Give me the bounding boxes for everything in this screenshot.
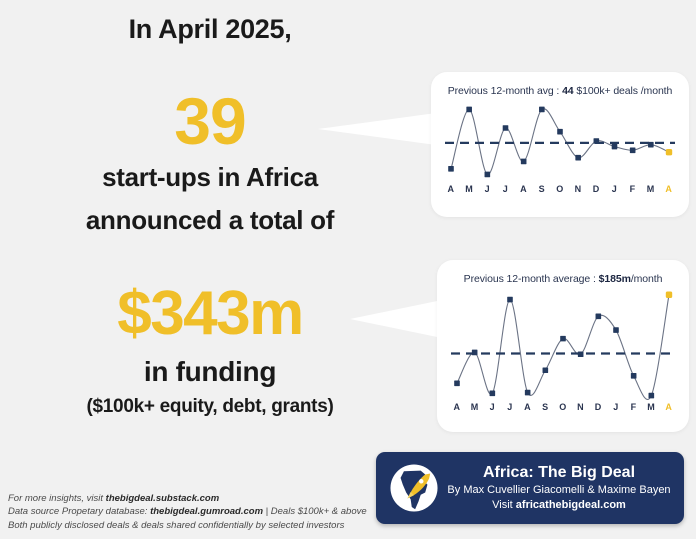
monthly-funding-tick-label: M xyxy=(647,402,656,412)
monthly-funding-point xyxy=(471,349,478,356)
monthly-deals-tick-label: M xyxy=(646,184,655,194)
monthly-funding-tick-label: S xyxy=(542,402,549,412)
monthly-funding-tick-label: A xyxy=(665,402,673,412)
monthly-deals-tick-label: O xyxy=(556,184,564,194)
monthly-funding-tick-label: O xyxy=(559,402,567,412)
monthly-deals-tick-label: A xyxy=(520,184,528,194)
deals-bubble-tail xyxy=(318,113,436,145)
monthly-deals-point xyxy=(629,147,636,154)
funding-bubble-tail xyxy=(350,300,442,338)
monthly-deals-point xyxy=(611,143,618,150)
monthly-deals-point xyxy=(575,154,581,161)
substack-link[interactable]: thebigdeal.substack.com xyxy=(105,493,220,504)
monthly-deals-tick-label: F xyxy=(629,184,636,194)
monthly-deals-point xyxy=(484,171,491,178)
funding-amount-figure: $343m xyxy=(117,279,304,348)
footnote-1-prefix: For more insights, visit xyxy=(8,493,106,504)
brand-visit-prefix: Visit xyxy=(492,499,516,511)
monthly-deals-point xyxy=(557,128,563,135)
headline-startups: start-ups in Africa xyxy=(102,162,318,192)
brand-title: Africa: The Big Deal xyxy=(482,464,636,482)
footnote-line-3: Both publicly disclosed deals & deals sh… xyxy=(8,519,345,531)
brand-text-block: Africa: The Big Deal By Max Cuvellier Gi… xyxy=(442,463,684,513)
monthly-deals-point xyxy=(502,125,509,131)
monthly-funding-tick-label: A xyxy=(524,402,532,412)
brand-badge[interactable]: Africa: The Big Deal By Max Cuvellier Gi… xyxy=(376,452,684,524)
monthly-funding-tick-label: J xyxy=(507,402,513,412)
monthly-deals-tick-label: D xyxy=(592,184,600,194)
monthly-funding-tick-label: J xyxy=(489,402,496,412)
monthly-deals-tick-label: M xyxy=(465,184,474,194)
monthly-deals-point xyxy=(539,106,545,113)
monthly-funding-point xyxy=(542,367,549,374)
monthly-funding-point xyxy=(489,390,496,397)
monthly-deals-point xyxy=(648,141,654,148)
monthly-deals-tick-label: N xyxy=(574,184,582,194)
deal-count-figure: 39 xyxy=(174,84,246,158)
monthly-funding-tick-label: J xyxy=(613,402,619,412)
headline-funding-scope: ($100k+ equity, debt, grants) xyxy=(86,396,334,417)
monthly-funding-point xyxy=(595,313,602,320)
monthly-deals-point xyxy=(593,138,600,144)
monthly-funding-point xyxy=(613,327,619,333)
monthly-funding-point xyxy=(560,335,566,342)
monthly-funding-point xyxy=(648,392,655,399)
monthly-funding-point xyxy=(665,291,673,298)
monthly-funding-tick-label: N xyxy=(577,402,585,412)
monthly-deals-tick-label: J xyxy=(611,184,618,194)
deals-plot xyxy=(445,102,675,180)
monthly-deals-tick-label: J xyxy=(502,184,509,194)
monthly-deals-line xyxy=(450,108,670,175)
deals-chart-card: Previous 12-month avg : 44 $100k+ deals … xyxy=(431,72,689,217)
funding-chart-card: Previous 12-month average : $185m/month … xyxy=(437,260,689,432)
gumroad-link[interactable]: thebigdeal.gumroad.com xyxy=(150,506,264,518)
funding-plot xyxy=(451,291,675,400)
headline-announced: announced a total of xyxy=(85,205,335,235)
monthly-funding-point xyxy=(577,351,584,358)
headline-funding: in funding xyxy=(143,356,277,387)
monthly-funding-point xyxy=(454,380,460,387)
monthly-funding-point xyxy=(507,296,513,303)
brand-authors: By Max Cuvellier Giacomelli & Maxime Bay… xyxy=(447,484,671,497)
deals-title-suffix: $100k+ deals /month xyxy=(573,85,673,97)
funding-title-prefix: Previous 12-month average : xyxy=(463,273,599,285)
footnote-2-suffix: | Deals $100k+ & above xyxy=(263,506,367,518)
monthly-funding-tick-label: A xyxy=(453,402,461,412)
monthly-deals-point xyxy=(466,106,472,113)
monthly-funding-point xyxy=(630,373,637,379)
brand-visit: Visit africathebigdeal.com xyxy=(442,498,676,513)
footnote-2-prefix: Data source Propetary database: xyxy=(8,506,151,518)
deals-title-prefix: Previous 12-month avg : xyxy=(447,85,563,97)
footnote-line-2: Data source Propetary database: thebigde… xyxy=(8,505,367,518)
monthly-deals-svg xyxy=(445,106,675,178)
funding-title-suffix: /month xyxy=(630,273,663,285)
monthly-funding-line xyxy=(456,294,670,400)
monthly-funding-point xyxy=(524,389,531,396)
footnotes: For more insights, visit thebigdeal.subs… xyxy=(8,492,367,532)
monthly-funding-tick-label: M xyxy=(470,402,479,412)
monthly-deals-tick-label: J xyxy=(484,184,491,194)
monthly-deals-point xyxy=(520,158,527,165)
monthly-funding-tick-label: F xyxy=(630,402,637,412)
monthly-deals-point xyxy=(448,166,454,172)
africa-rocket-logo-icon xyxy=(390,464,438,512)
brand-website-link[interactable]: africathebigdeal.com xyxy=(515,499,626,511)
funding-chart-title: Previous 12-month average : $185m/month xyxy=(437,273,689,285)
monthly-funding-svg xyxy=(451,291,675,400)
monthly-deals-tick-label: A xyxy=(665,184,673,194)
monthly-deals-tick-label: A xyxy=(447,184,455,194)
deals-title-value: 44 xyxy=(562,85,574,97)
deals-chart-title: Previous 12-month avg : 44 $100k+ deals … xyxy=(431,85,689,97)
headline-date: In April 2025, xyxy=(128,14,292,44)
funding-title-value: $185m xyxy=(598,273,631,285)
monthly-deals-point xyxy=(665,148,673,156)
monthly-funding-tick-label: D xyxy=(594,402,602,412)
footnote-line-1: For more insights, visit thebigdeal.subs… xyxy=(8,492,367,505)
headline-column: In April 2025, 39 start-ups in Africa an… xyxy=(0,0,420,440)
monthly-deals-tick-label: S xyxy=(538,184,545,194)
